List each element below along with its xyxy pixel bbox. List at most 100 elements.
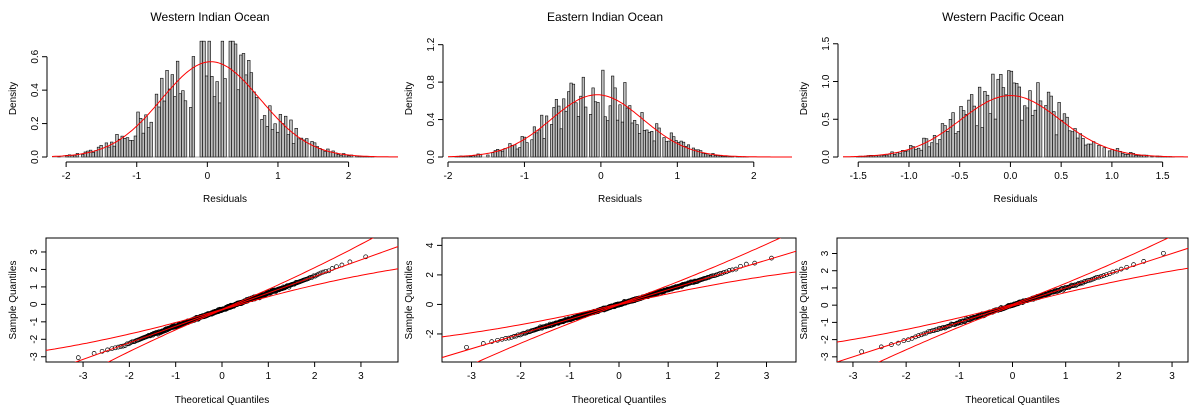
y-tick-label: 0.4 (30, 83, 41, 97)
histogram-bar (303, 140, 306, 157)
y-tick-label: -2 (29, 334, 40, 343)
histogram-bar (250, 73, 253, 157)
qq-band-upper (417, 219, 820, 340)
histogram-bar (970, 95, 973, 157)
histogram-bar (992, 74, 995, 157)
histogram-bar (692, 148, 694, 157)
histogram-bar (150, 122, 153, 157)
histogram-bar (229, 41, 232, 157)
histogram-bar (1068, 131, 1071, 157)
x-tick-label: 2 (751, 171, 757, 182)
y-axis-label: Sample Quantiles (404, 261, 415, 340)
y-tick-label: 1.5 (821, 36, 832, 50)
histogram-bar (928, 147, 931, 157)
histogram-bar (999, 74, 1002, 157)
histogram-bar (538, 130, 540, 157)
histogram-bar (121, 136, 124, 157)
qq-point (76, 356, 80, 360)
qq-band-lower (810, 264, 1192, 395)
histogram-bar (899, 153, 902, 157)
histogram-bar (960, 106, 963, 157)
histogram-bar (643, 130, 645, 157)
x-tick-label: -0.5 (951, 171, 969, 182)
histogram-bar (682, 142, 684, 157)
y-tick-label: -2 (820, 335, 831, 344)
histogram-bar (337, 154, 340, 157)
y-tick-label: 2 (29, 266, 40, 272)
y-tick-label: 0.5 (821, 112, 832, 126)
histogram-bar (295, 128, 298, 157)
histogram-bar (287, 135, 290, 157)
histogram-bar (166, 70, 169, 157)
histogram-bar (179, 94, 182, 157)
qq-point (1161, 251, 1165, 255)
x-tick-label: 1 (275, 171, 281, 182)
histogram-bar (949, 119, 952, 157)
histogram-bar (245, 75, 248, 157)
histogram-bar (1037, 83, 1040, 157)
histogram-bar (1031, 115, 1034, 157)
histogram-bar (555, 99, 557, 157)
histogram-bar (1039, 101, 1042, 157)
x-tick-label: 1.5 (1156, 171, 1170, 182)
histogram-bar (984, 91, 987, 157)
histogram-bar (1090, 144, 1093, 157)
x-tick-label: 2 (312, 371, 318, 382)
histogram-bar (305, 139, 308, 157)
histogram-bar (92, 152, 95, 157)
histogram-bar (492, 153, 494, 157)
histogram-bar (1103, 148, 1106, 157)
x-tick-label: -1.5 (850, 171, 868, 182)
y-tick-label: 0.6 (30, 49, 41, 63)
histogram-bar (680, 141, 682, 157)
y-tick-label: 1 (29, 284, 40, 290)
histogram-bar (129, 140, 132, 157)
histogram-bar (978, 87, 981, 157)
y-tick-label: 0.0 (426, 150, 437, 164)
histogram-bar (290, 120, 293, 157)
y-tick-label: 0.4 (426, 112, 437, 126)
histogram-bar (213, 97, 216, 157)
histogram-bar (909, 145, 912, 157)
histogram-bar (182, 91, 185, 157)
histogram-bar (580, 96, 582, 157)
histogram-bar (1010, 71, 1013, 157)
x-tick-label: -2 (125, 371, 134, 382)
histogram-bar (1087, 144, 1090, 157)
x-tick-label: -1.0 (900, 171, 918, 182)
histogram-bar (124, 138, 127, 157)
histogram-bar (609, 106, 611, 157)
x-tick-label: 1 (675, 171, 681, 182)
histogram-bar (521, 136, 523, 157)
y-tick-label: 4 (425, 242, 436, 248)
x-tick-label: 0.0 (1003, 171, 1017, 182)
histogram-bar (203, 41, 206, 157)
histogram-bar (237, 90, 240, 157)
x-tick-label: -2 (444, 171, 453, 182)
histogram-bar (540, 115, 542, 157)
histogram-bar (313, 143, 316, 157)
histogram-bar (324, 152, 327, 157)
x-tick-label: -3 (79, 371, 88, 382)
histogram-bar (1121, 154, 1124, 157)
histogram-bar (611, 76, 613, 157)
x-tick-label: -2 (516, 371, 525, 382)
x-tick-label: 2 (346, 171, 352, 182)
histogram-bar (518, 148, 520, 157)
histogram-bar (707, 155, 709, 157)
histogram-bar (298, 139, 301, 157)
chart-title: Eastern Indian Ocean (547, 10, 663, 24)
histogram-bar (1084, 145, 1087, 157)
x-tick-label: 0 (1010, 371, 1016, 382)
histogram-bar (976, 126, 979, 157)
histogram-bar (292, 144, 295, 157)
histogram-bar (592, 88, 594, 157)
histogram-bar (621, 122, 623, 157)
histogram-bar (594, 102, 596, 157)
histogram-bar (311, 141, 314, 157)
histogram-bar (1058, 102, 1061, 157)
histogram-bar (200, 41, 203, 157)
histogram-bar (105, 143, 108, 157)
histogram-bar (1002, 88, 1005, 157)
